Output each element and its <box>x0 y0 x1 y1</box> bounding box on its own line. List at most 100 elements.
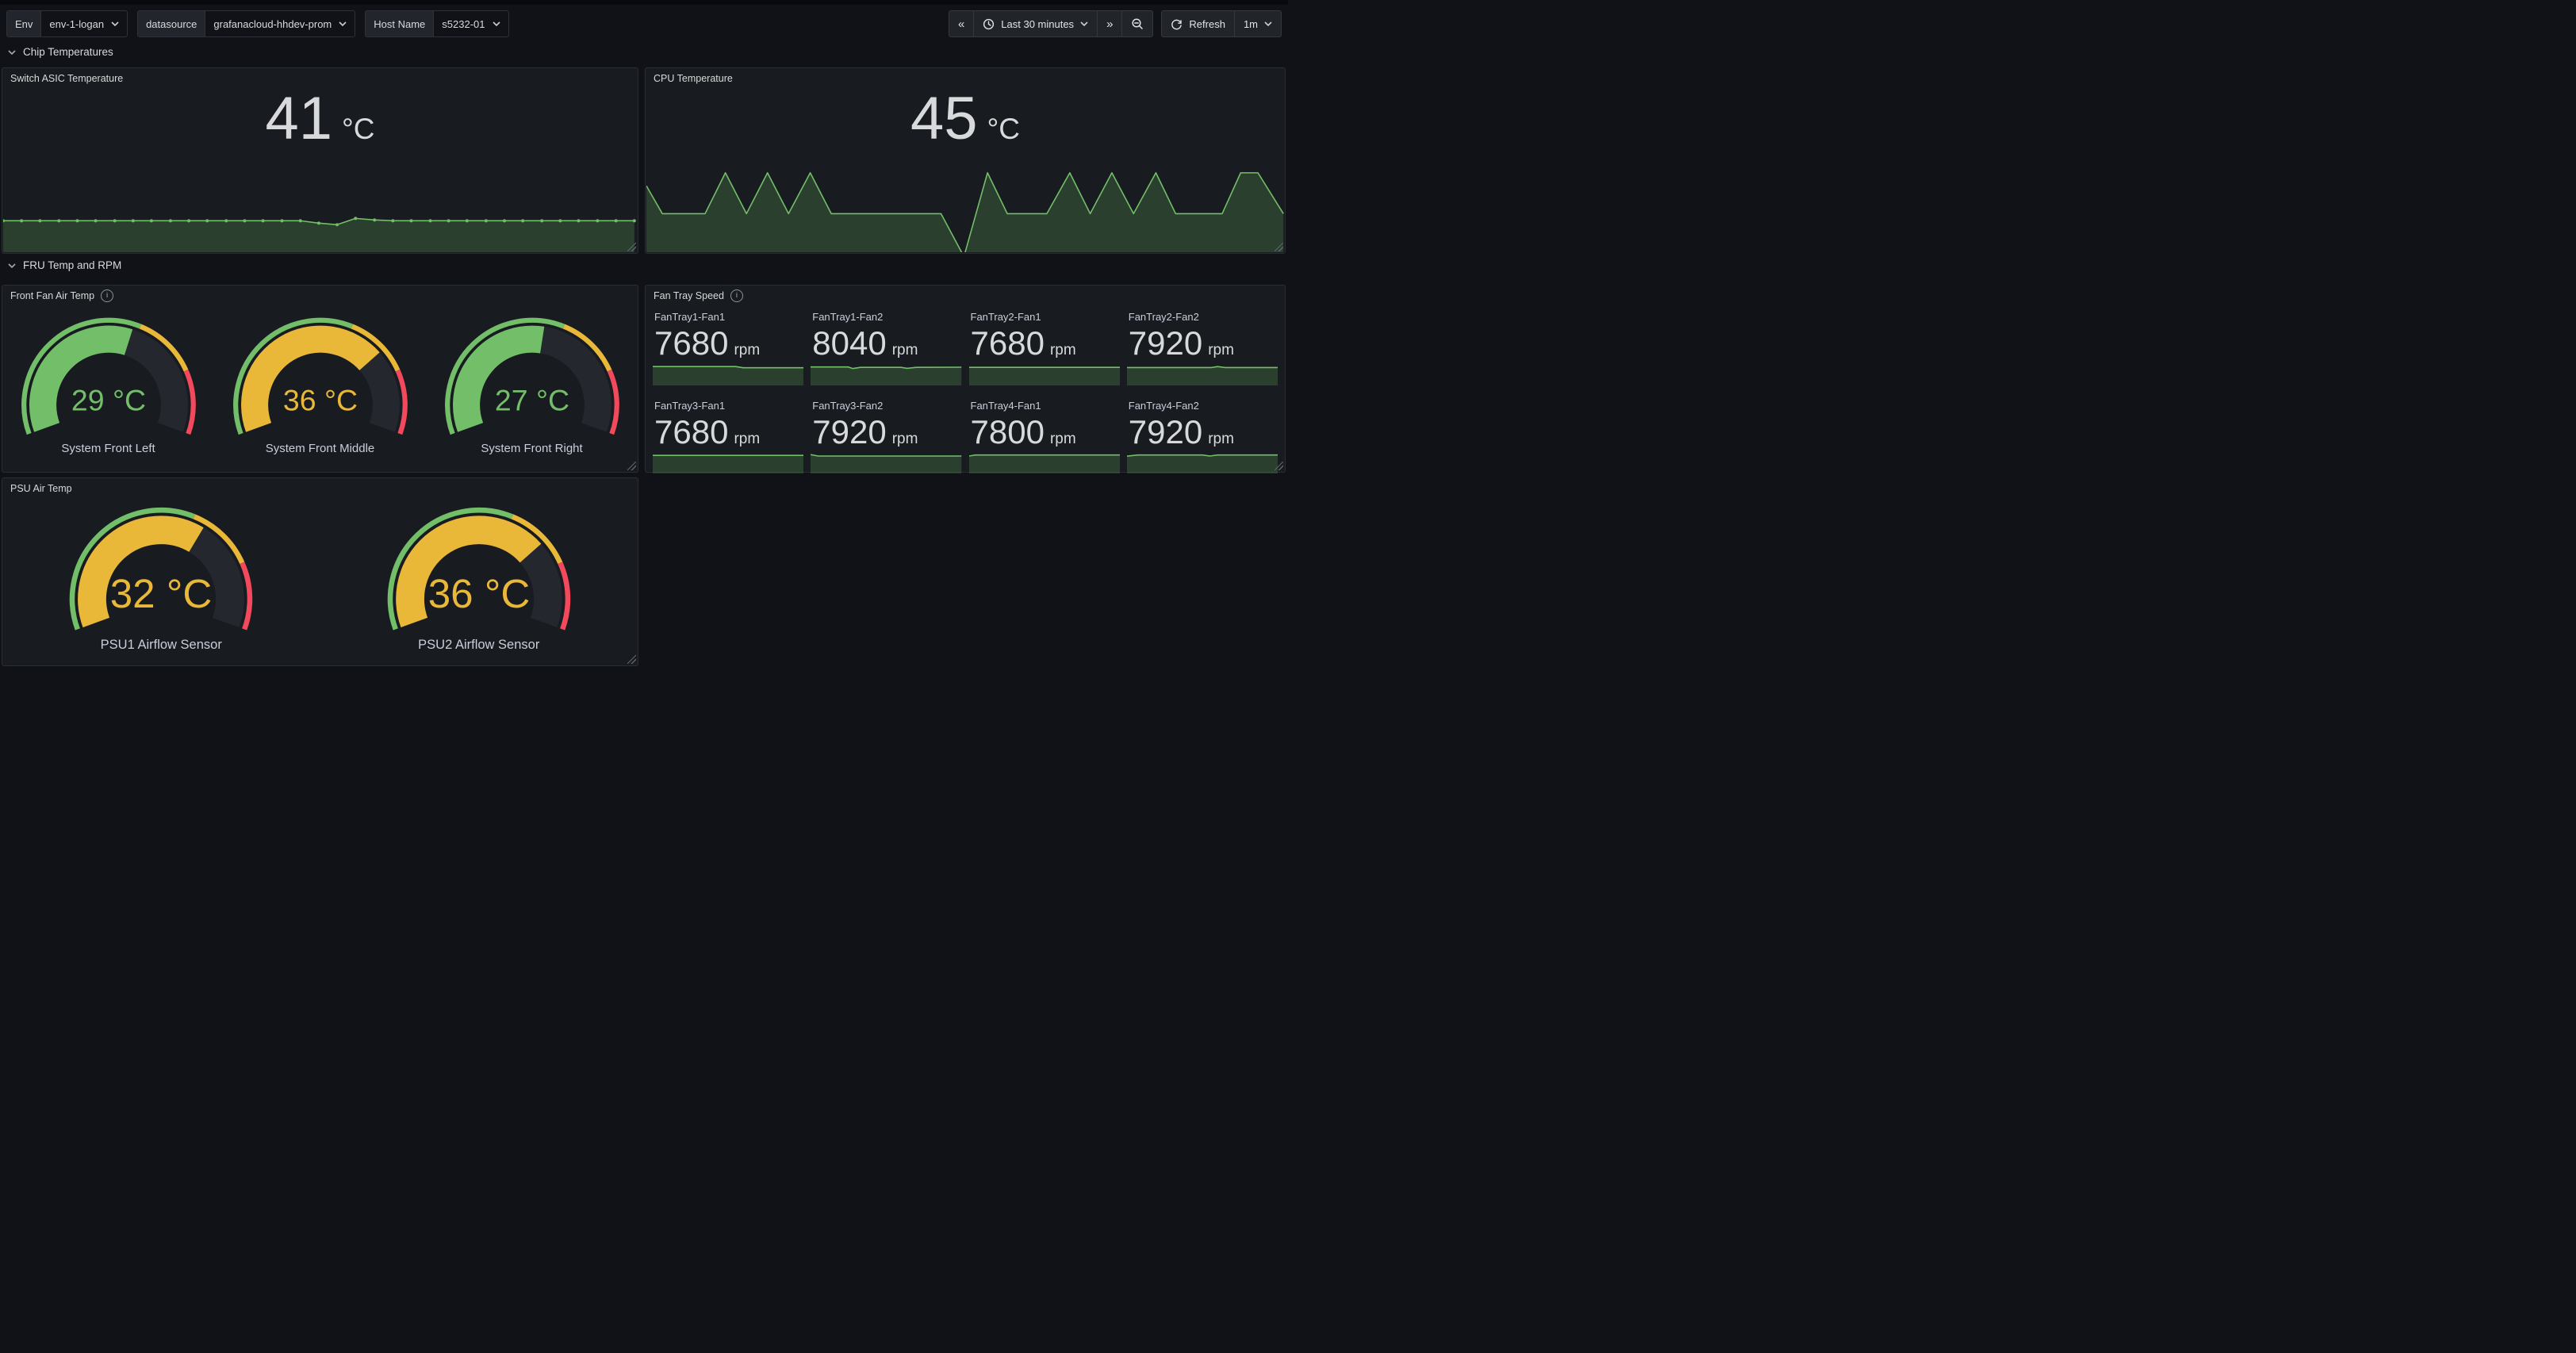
fan-stat-fantray2-fan2: FanTray2-Fan2 7920 rpm <box>1126 306 1278 385</box>
refresh-icon <box>1171 19 1183 29</box>
gauge-label: PSU2 Airflow Sensor <box>418 637 540 652</box>
fan-stat-fantray2-fan1: FanTray2-Fan1 7680 rpm <box>968 306 1120 385</box>
fan-label: FanTray3-Fan1 <box>654 399 726 412</box>
gauge-psu2-airflow: 36 °C PSU2 Airflow Sensor <box>375 504 583 653</box>
panel-title[interactable]: PSU Air Temp <box>10 483 72 494</box>
row-header-fru-temp-rpm[interactable]: FRU Temp and RPM <box>8 259 121 271</box>
fan-rpm-unit: rpm <box>734 430 761 447</box>
chevron-down-icon <box>111 21 119 26</box>
fan-sparkline <box>1126 365 1278 385</box>
panel-resize-handle[interactable] <box>627 243 636 251</box>
panel-resize-handle[interactable] <box>1275 462 1283 470</box>
panel-title[interactable]: Front Fan Air Temp <box>10 290 95 301</box>
refresh-button[interactable]: Refresh <box>1162 11 1235 36</box>
panel-title[interactable]: Fan Tray Speed <box>654 290 724 301</box>
double-chevron-left-icon: « <box>957 17 965 31</box>
variable-env[interactable]: Env env-1-logan <box>6 10 128 37</box>
fan-stat-fantray1-fan2: FanTray1-Fan2 8040 rpm <box>811 306 962 385</box>
fan-sparkline <box>811 453 962 473</box>
double-chevron-right-icon: » <box>1106 17 1114 31</box>
cpu-temp-stat: 45 °C <box>646 89 1285 212</box>
fan-value: 7920 rpm <box>1129 412 1278 454</box>
variable-hostname-value[interactable]: s5232-01 <box>434 11 508 36</box>
info-icon[interactable]: i <box>730 289 743 302</box>
fan-rpm-unit: rpm <box>891 342 918 358</box>
gauge-arc: 32 °C <box>57 504 265 637</box>
fan-rpm-value: 7920 <box>1128 412 1203 450</box>
fan-value: 7680 rpm <box>971 323 1120 365</box>
gauge-system-front-left: 29 °C System Front Left <box>10 315 208 455</box>
refresh-interval-button[interactable]: 1m <box>1235 11 1281 36</box>
fan-stat-fantray4-fan1: FanTray4-Fan1 7800 rpm <box>968 395 1120 473</box>
fan-stat-fantray4-fan2: FanTray4-Fan2 7920 rpm <box>1126 395 1278 473</box>
time-shift-back-button[interactable]: « <box>949 11 975 36</box>
stat-unit: °C <box>987 113 1021 145</box>
magnifier-minus-icon <box>1132 18 1144 29</box>
fan-sparkline <box>811 365 962 385</box>
panel-resize-handle[interactable] <box>627 462 636 470</box>
panel-title[interactable]: Switch ASIC Temperature <box>10 73 124 84</box>
svg-text:36 °C: 36 °C <box>427 570 530 615</box>
panel-header: PSU Air Temp <box>2 478 638 499</box>
stat-unit: °C <box>342 113 375 145</box>
panel-cpu-temperature: CPU Temperature 45 °C <box>645 67 1286 254</box>
stat-value: 41 <box>265 85 332 152</box>
panel-header: Fan Tray Speed i <box>646 286 1285 306</box>
zoom-out-time-button[interactable] <box>1122 11 1152 36</box>
refresh-group: Refresh 1m <box>1161 10 1282 37</box>
fan-value: 7920 rpm <box>812 412 961 454</box>
variable-datasource-selected: grafanacloud-hhdev-prom <box>213 17 332 30</box>
svg-text:27 °C: 27 °C <box>494 383 569 416</box>
asic-temp-stat: 41 °C <box>2 89 638 226</box>
fan-label: FanTray4-Fan2 <box>1128 399 1199 412</box>
fan-rpm-unit: rpm <box>734 342 761 358</box>
row-title: FRU Temp and RPM <box>23 259 122 271</box>
gauge-row: 32 °C PSU1 Airflow Sensor 36 °C PSU2 Air… <box>2 499 638 657</box>
fan-rpm-value: 7680 <box>654 412 729 450</box>
gauge-label: System Front Right <box>481 442 583 455</box>
panel-resize-handle[interactable] <box>1275 243 1283 251</box>
panel-psu-air-temp: PSU Air Temp 32 °C PSU1 Airflow Sensor 3… <box>2 477 638 666</box>
panel-front-fan-air-temp: Front Fan Air Temp i 29 °C System Front … <box>2 285 638 473</box>
panel-switch-asic-temperature: Switch ASIC Temperature 41 °C <box>2 67 638 254</box>
variable-datasource-label: datasource <box>138 11 206 36</box>
info-icon[interactable]: i <box>101 289 114 302</box>
row-header-chip-temperatures[interactable]: Chip Temperatures <box>8 46 113 58</box>
fan-rpm-value: 7800 <box>970 412 1045 450</box>
fan-sparkline <box>968 453 1120 473</box>
fan-rpm-value: 8040 <box>812 324 887 362</box>
fan-sparkline <box>653 365 804 385</box>
variable-env-label: Env <box>7 11 42 36</box>
gauge-psu1-airflow: 32 °C PSU1 Airflow Sensor <box>57 504 265 653</box>
fan-value: 8040 rpm <box>812 323 961 365</box>
gauge-label: System Front Left <box>61 442 155 455</box>
fan-rpm-value: 7680 <box>970 324 1045 362</box>
gauge-arc: 29 °C <box>10 315 208 441</box>
fan-label: FanTray2-Fan2 <box>1128 311 1199 323</box>
variable-datasource-value[interactable]: grafanacloud-hhdev-prom <box>205 11 355 36</box>
gauge-system-front-right: 27 °C System Front Right <box>433 315 631 455</box>
fan-rpm-unit: rpm <box>1049 342 1076 358</box>
gauge-arc: 27 °C <box>433 315 631 441</box>
fan-label: FanTray4-Fan1 <box>970 399 1041 412</box>
panel-resize-handle[interactable] <box>627 655 636 664</box>
fan-stat-fantray1-fan1: FanTray1-Fan1 7680 rpm <box>653 306 804 385</box>
time-shift-forward-button[interactable]: » <box>1098 11 1123 36</box>
cpu-temp-sparkline <box>646 69 1284 252</box>
fan-rpm-unit: rpm <box>1049 430 1076 447</box>
fan-stat-fantray3-fan2: FanTray3-Fan2 7920 rpm <box>811 395 962 473</box>
stat-value: 45 <box>910 85 978 152</box>
panel-header: Switch ASIC Temperature <box>2 68 638 89</box>
variable-hostname[interactable]: Host Name s5232-01 <box>365 10 509 37</box>
variable-datasource[interactable]: datasource grafanacloud-hhdev-prom <box>137 10 356 37</box>
variable-env-value[interactable]: env-1-logan <box>41 11 127 36</box>
svg-text:36 °C: 36 °C <box>282 383 357 416</box>
fan-rpm-unit: rpm <box>891 430 918 447</box>
chevron-down-icon <box>1080 21 1088 26</box>
fan-value: 7680 rpm <box>654 323 803 365</box>
panel-title[interactable]: CPU Temperature <box>654 73 733 84</box>
time-range-picker-button[interactable]: Last 30 minutes <box>974 11 1098 36</box>
svg-text:32 °C: 32 °C <box>110 570 213 615</box>
fan-label: FanTray1-Fan2 <box>812 311 884 323</box>
fan-rpm-value: 7920 <box>812 412 887 450</box>
